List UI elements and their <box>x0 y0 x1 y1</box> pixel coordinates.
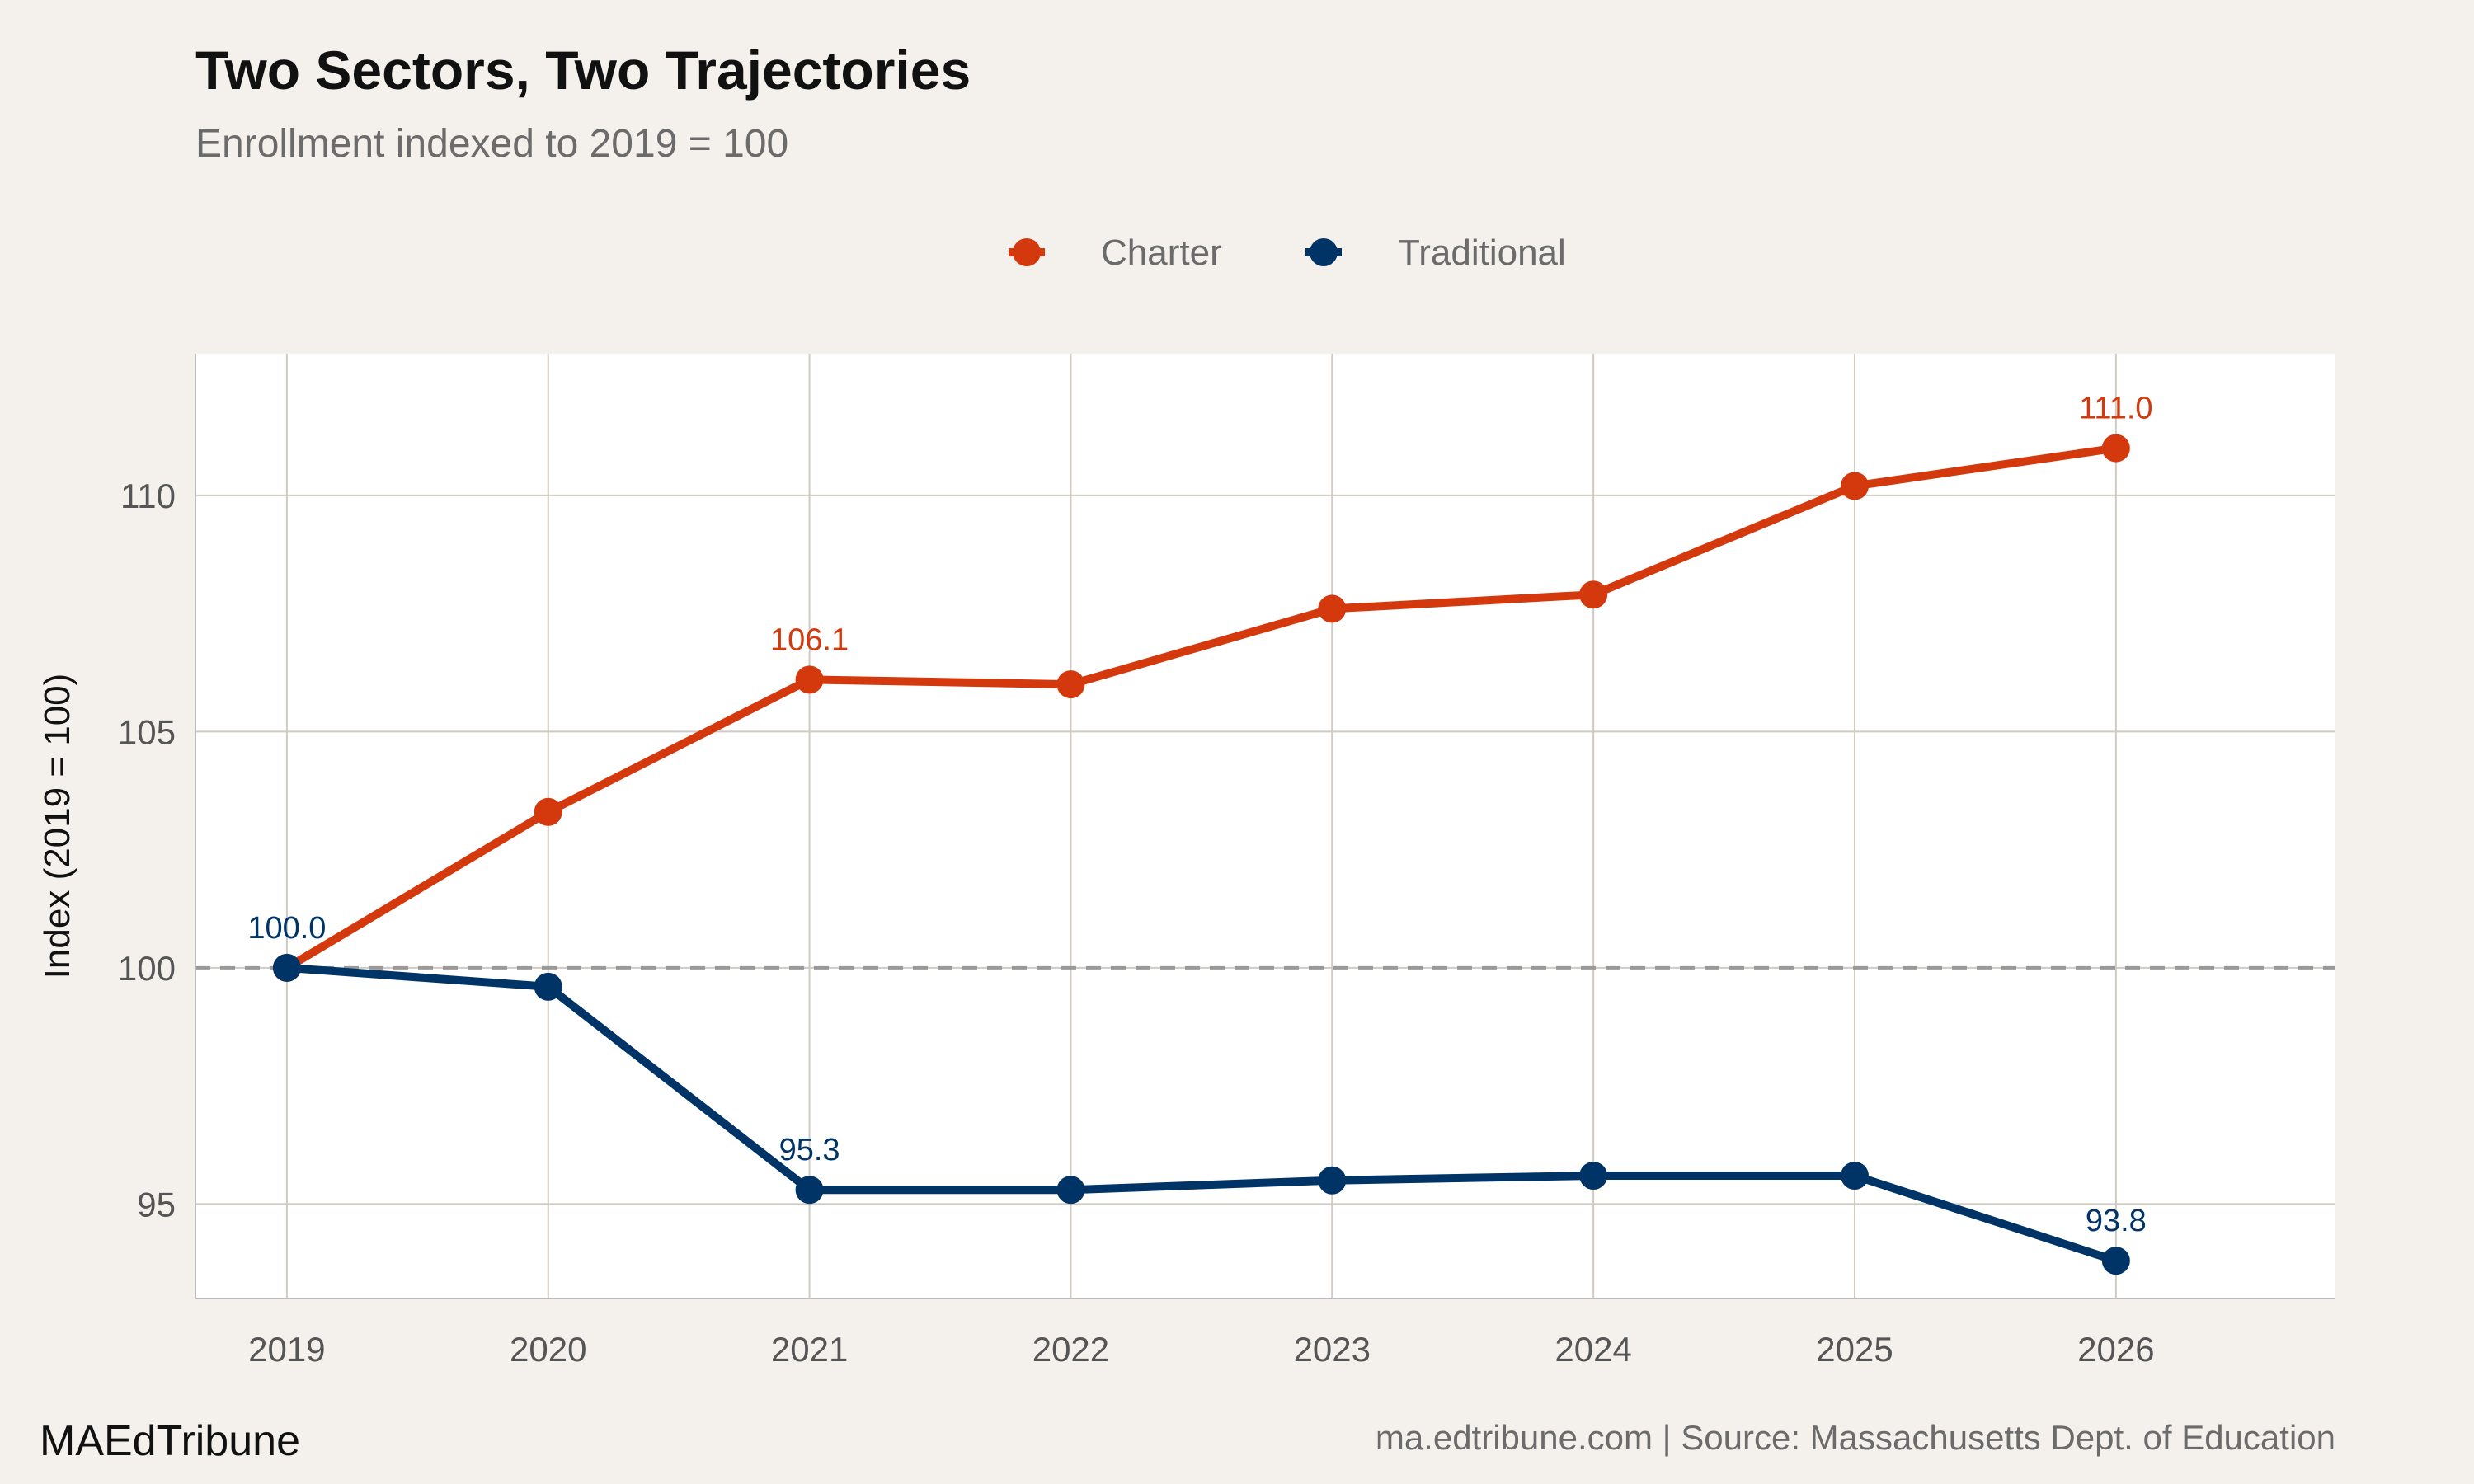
data-point-traditional <box>1318 1166 1347 1195</box>
axes: 2019 2020 2021 2022 2023 2024 2025 2026 95 100 105… <box>118 354 2335 1369</box>
legend-label: Charter <box>1101 232 1222 273</box>
data-point-traditional <box>272 953 301 982</box>
data-point-traditional <box>1056 1176 1085 1205</box>
x-tick-label: 2021 <box>771 1330 848 1369</box>
plot-panel <box>195 354 2335 1298</box>
x-tick-label: 2023 <box>1294 1330 1371 1369</box>
data-point-charter <box>1840 472 1869 500</box>
chart-title: Two Sectors, Two Trajectories <box>195 40 971 101</box>
x-tick-label: 2024 <box>1554 1330 1631 1369</box>
data-point-traditional <box>1840 1162 1869 1190</box>
data-label: 95.3 <box>779 1133 840 1167</box>
data-point-charter <box>2101 434 2130 463</box>
data-point-charter <box>795 665 824 694</box>
data-point-charter <box>1318 594 1347 623</box>
data-point-charter <box>1579 580 1608 609</box>
data-point-traditional <box>2101 1247 2130 1275</box>
legend-key-point <box>1310 238 1338 266</box>
x-tick-label: 2025 <box>1816 1330 1893 1369</box>
chart-subtitle: Enrollment indexed to 2019 = 100 <box>195 122 788 166</box>
y-axis-label: Index (2019 = 100) <box>37 674 78 979</box>
data-point-traditional <box>795 1176 824 1205</box>
legend: Charter Traditional <box>1009 232 1566 273</box>
data-label: 111.0 <box>2079 392 2152 426</box>
legend-key-point <box>1013 238 1041 266</box>
series-line-traditional <box>286 963 2118 1265</box>
y-tick-label: 100 <box>118 949 176 988</box>
series-line-charter <box>285 444 2117 972</box>
series-group: 106.1 111.0 100.0 95.3 93.8 <box>247 392 2153 1275</box>
data-label: 106.1 <box>770 622 849 657</box>
y-tick-label: 110 <box>120 477 176 515</box>
data-point-traditional <box>1579 1162 1608 1190</box>
legend-label: Traditional <box>1398 232 1566 273</box>
data-label: 93.8 <box>2086 1204 2147 1238</box>
x-tick-label: 2020 <box>510 1330 586 1369</box>
data-point-charter <box>534 797 562 826</box>
x-tick-label: 2022 <box>1032 1330 1109 1369</box>
y-tick-label: 95 <box>137 1185 176 1223</box>
grid <box>195 354 2335 1298</box>
y-tick-label: 105 <box>118 712 176 751</box>
x-tick-label: 2019 <box>248 1330 325 1369</box>
data-label: 100.0 <box>247 911 326 946</box>
x-tick-label: 2026 <box>2077 1330 2154 1369</box>
data-point-charter <box>1056 670 1085 699</box>
source-note: ma.edtribune.com | Source: Massachusetts… <box>1376 1418 2335 1457</box>
brand-logo: MAEdTribune <box>40 1417 300 1465</box>
data-point-traditional <box>534 972 562 1001</box>
